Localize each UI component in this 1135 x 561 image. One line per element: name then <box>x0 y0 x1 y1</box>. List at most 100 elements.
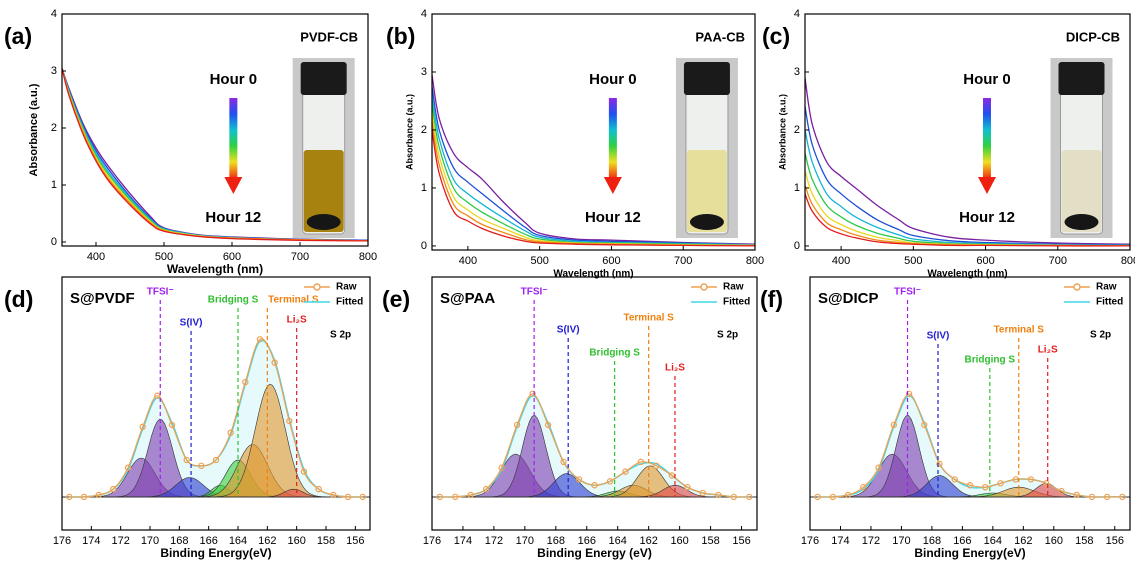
raw-point <box>344 493 352 501</box>
raw-point <box>730 493 737 501</box>
plot-area <box>62 336 370 501</box>
x-tick-label: 160 <box>670 535 688 547</box>
plot-frame <box>61 13 369 247</box>
plot-area <box>810 390 1130 501</box>
plot-frame <box>804 13 1131 251</box>
raw-point <box>436 493 443 501</box>
raw-point <box>844 491 852 499</box>
series-line <box>439 393 750 498</box>
raw-point <box>168 421 176 429</box>
peak-label: TFSI⁻ <box>521 287 548 298</box>
x-tick-label: 800 <box>746 255 764 267</box>
series-line <box>817 394 1123 498</box>
raw-point <box>622 468 629 475</box>
series-line <box>817 393 1123 498</box>
legend-label: Raw <box>723 282 744 293</box>
peak-label: Terminal S <box>994 325 1045 336</box>
x-tick-label: 700 <box>674 255 692 267</box>
peak-label: Terminal S <box>623 313 674 324</box>
vial-liquid <box>303 150 344 232</box>
raw-point <box>982 483 989 491</box>
raw-point <box>271 359 278 366</box>
y-tick-label: 2 <box>421 124 427 136</box>
raw-point <box>560 458 567 466</box>
raw-point <box>452 493 459 501</box>
vial-liquid <box>686 150 727 232</box>
x-tick-label: 160 <box>1045 535 1063 547</box>
raw-point <box>359 493 366 501</box>
y-tick-label: 0 <box>51 236 57 248</box>
chart-title: PVDF-CB <box>300 29 358 44</box>
raw-point <box>951 476 958 483</box>
gradient-arrow <box>608 98 617 178</box>
x-tick-label: 800 <box>359 251 377 263</box>
x-tick-label: 800 <box>1121 255 1135 267</box>
raw-point <box>330 491 337 499</box>
x-tick-label: 174 <box>454 535 472 547</box>
raw-point <box>124 464 132 471</box>
x-tick-label: 160 <box>287 535 305 547</box>
x-tick-label: 162 <box>258 535 276 547</box>
raw-point <box>66 493 73 501</box>
chart-title: S@DICP <box>818 290 878 307</box>
arrow-head <box>224 177 243 194</box>
note: S 2p <box>330 330 351 341</box>
x-tick-label: 170 <box>141 535 159 547</box>
y-tick-label: 1 <box>51 179 57 191</box>
legend-label: Fitted <box>1096 297 1123 308</box>
x-tick-label: 500 <box>904 255 922 267</box>
start-label: Hour 0 <box>589 71 637 88</box>
peak-label: TFSI⁻ <box>894 287 921 298</box>
series-line <box>805 77 1130 245</box>
chart-title: DICP-CB <box>1066 29 1120 44</box>
y-tick-label: 1 <box>794 182 800 194</box>
raw-point <box>95 491 102 499</box>
peak-label: Li₂S <box>287 315 307 326</box>
y-tick-label: 1 <box>421 182 427 194</box>
raw-point <box>905 390 913 397</box>
x-tick-label: 164 <box>229 535 247 547</box>
raw-point <box>746 493 753 501</box>
series-line <box>432 86 755 246</box>
y-tick-label: 4 <box>794 8 800 20</box>
x-tick-label: 600 <box>602 255 620 267</box>
raw-point <box>699 489 707 497</box>
raw-point <box>544 421 552 429</box>
y-tick-label: 3 <box>794 66 800 78</box>
raw-point <box>890 421 898 429</box>
peak-label: Bridging S <box>965 355 1016 366</box>
raw-point <box>606 478 614 485</box>
x-tick-label: 164 <box>984 535 1002 547</box>
raw-point <box>242 378 249 386</box>
raw-point <box>1088 493 1096 501</box>
raw-point <box>498 464 505 471</box>
y-axis-label: Absorbance (a.u.) <box>404 94 414 170</box>
series-line <box>432 129 755 247</box>
raw-point <box>1119 493 1126 501</box>
x-tick-label: 700 <box>291 251 309 263</box>
peak-label: S(IV) <box>927 331 950 342</box>
raw-point <box>529 390 536 397</box>
y-axis-label: Absorbance (a.u.) <box>777 94 787 170</box>
raw-point <box>110 485 117 493</box>
raw-point <box>467 491 474 499</box>
x-tick-label: 162 <box>639 535 657 547</box>
x-tick-label: 174 <box>82 535 100 547</box>
end-label: Hour 12 <box>585 209 641 226</box>
vial-cap <box>683 62 730 95</box>
vial-cap <box>1058 62 1105 95</box>
series-line <box>805 193 1130 247</box>
raw-point <box>637 458 645 466</box>
series-line <box>432 74 755 245</box>
y-tick-label: 4 <box>421 8 427 20</box>
plot-frame <box>809 276 1131 531</box>
series-line <box>805 106 1130 246</box>
vial-sediment <box>1064 214 1099 230</box>
x-tick-label: 176 <box>801 535 819 547</box>
peak-label: Bridging S <box>589 348 640 359</box>
series-line <box>69 338 363 498</box>
legend-label: Raw <box>1096 282 1117 293</box>
plot-frame <box>61 276 371 531</box>
raw-point <box>684 483 691 491</box>
